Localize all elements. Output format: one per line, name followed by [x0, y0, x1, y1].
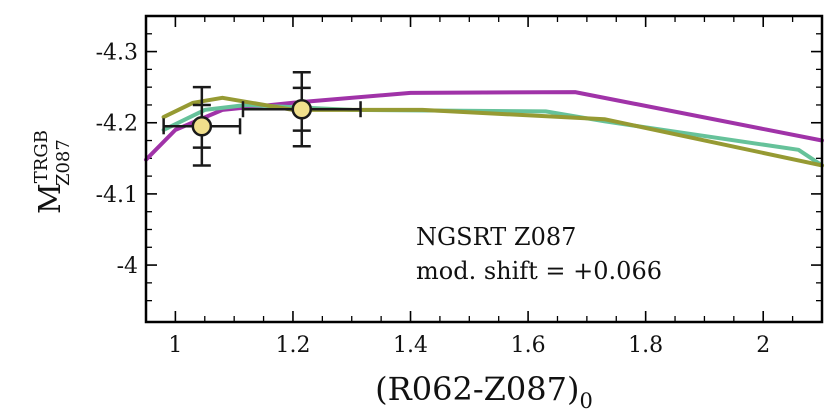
- series-model-olive: [161, 95, 824, 168]
- data-point-0: [162, 85, 242, 167]
- data-point-marker: [291, 98, 313, 120]
- annotation-instrument: NGSRT Z087: [416, 223, 576, 251]
- plot-frame: [144, 14, 824, 324]
- y-tick-label: -4.1: [96, 183, 138, 208]
- y-axis-title: MTRGBZ087: [31, 130, 74, 214]
- x-tick-label: 1.6: [511, 333, 546, 358]
- x-axis-title-sub: 0: [579, 389, 592, 413]
- x-tick-label: 1: [168, 333, 182, 358]
- y-tick-label: -4.3: [96, 41, 138, 66]
- x-axis-title-main: (R062-Z087): [375, 370, 579, 408]
- y-tick-labels: -4.3 -4.2 -4.1 -4: [96, 41, 138, 279]
- y-axis-title-main: M: [33, 183, 68, 214]
- annotation-shift: mod. shift = +0.066: [416, 257, 662, 285]
- x-axis-title: (R062-Z087)0: [375, 370, 593, 413]
- data-point-marker: [191, 116, 213, 137]
- x-tick-label: 1.2: [275, 333, 310, 358]
- series-model-magenta: [144, 90, 824, 162]
- x-tick-label: 1.8: [628, 333, 663, 358]
- y-tick-label: -4: [117, 254, 138, 279]
- major-ticks: [146, 16, 822, 322]
- points-layer: [162, 70, 362, 167]
- x-tick-label: 2: [756, 333, 770, 358]
- data-point-1: [241, 70, 362, 148]
- series-layer: [144, 90, 824, 168]
- y-axis-title-sub: Z087: [53, 139, 74, 186]
- x-tick-label: 1.4: [393, 333, 428, 358]
- y-tick-label: -4.2: [96, 112, 138, 137]
- svg-text:MTRGBZ087: MTRGBZ087: [31, 130, 74, 214]
- x-tick-labels: 1 1.2 1.4 1.6 1.8 2: [168, 333, 770, 358]
- y-axis-title-sup: TRGB: [31, 130, 52, 183]
